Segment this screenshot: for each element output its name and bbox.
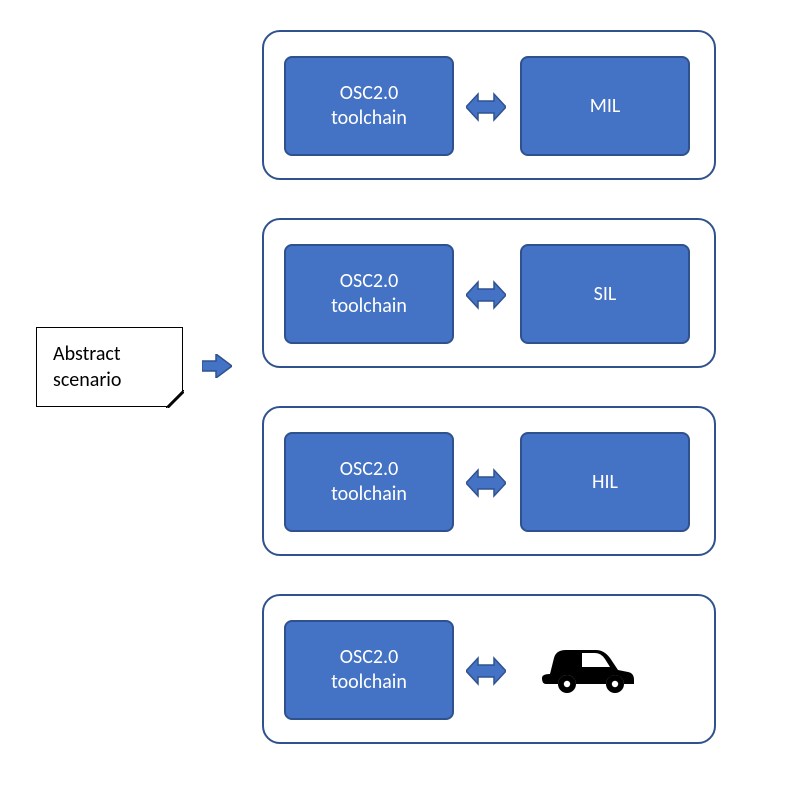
bidir-arrow-icon [466,280,506,310]
toolchain-box-3: OSC2.0 toolchain [284,432,454,532]
toolchain-label-line1: OSC2.0 [340,269,398,293]
toolchain-label-line2: toolchain [331,482,407,506]
hil-label: HIL [592,470,618,495]
toolchain-box-1: OSC2.0 toolchain [284,56,454,156]
hil-box: HIL [520,432,690,532]
toolchain-label-line1: OSC2.0 [340,457,398,481]
toolchain-label-line1: OSC2.0 [340,81,398,105]
toolchain-label-line2: toolchain [331,670,407,694]
car-icon [538,636,638,698]
toolchain-label-line1: OSC2.0 [340,645,398,669]
note-line2: scenario [53,368,121,392]
abstract-scenario-note: Abstract scenario [36,327,183,407]
bidir-arrow-icon [466,468,506,498]
mil-label: MIL [590,94,621,119]
sil-box: SIL [520,244,690,344]
note-fold [168,392,184,408]
toolchain-box-4: OSC2.0 toolchain [284,620,454,720]
input-arrow-icon [202,354,232,378]
toolchain-box-2: OSC2.0 toolchain [284,244,454,344]
note-line1: Abstract [53,342,121,366]
bidir-arrow-icon [466,92,506,122]
toolchain-label-line2: toolchain [331,294,407,318]
toolchain-label-line2: toolchain [331,106,407,130]
sil-label: SIL [594,282,617,307]
note-text: Abstract scenario [53,341,121,393]
mil-box: MIL [520,56,690,156]
bidir-arrow-icon [466,656,506,686]
